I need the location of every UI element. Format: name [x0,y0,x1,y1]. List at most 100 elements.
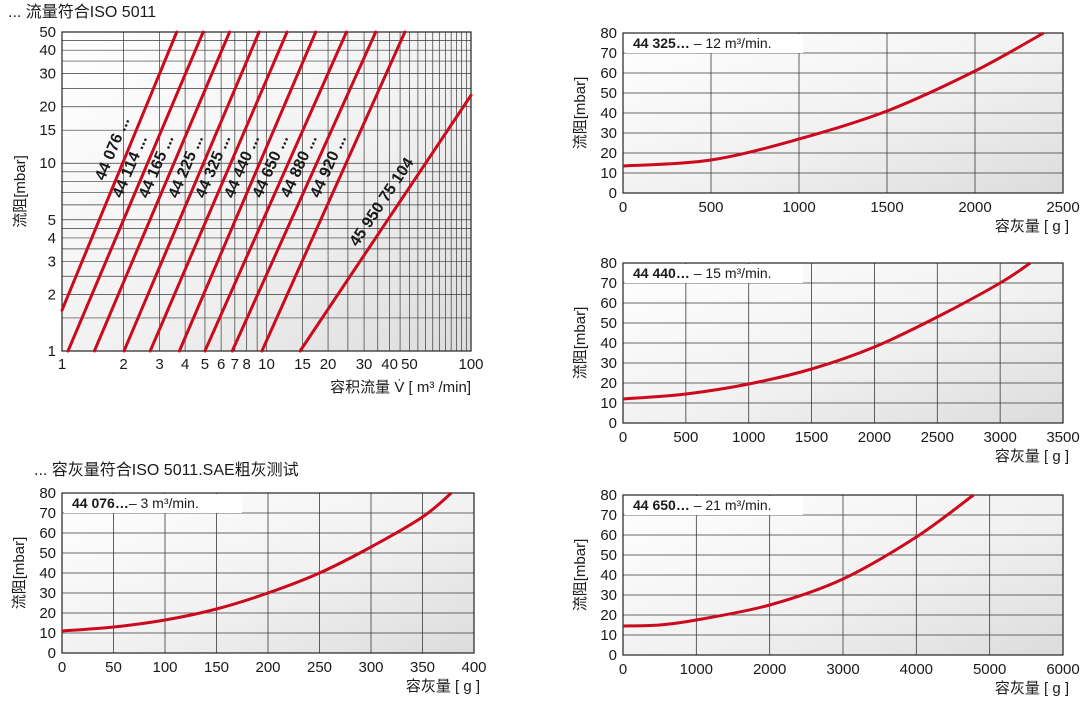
dust-44650-x-tick-label: 3000 [826,661,859,678]
dust-44440-y-tick-label: 20 [600,375,617,392]
flow-series-line [177,30,318,353]
dust-44440-y-tick-label: 70 [600,275,617,292]
flow-series-line [122,30,261,353]
flow-y-tick-label: 2 [48,286,56,303]
dust-44440-x-tick-label: 3000 [983,429,1016,446]
flow-x-tick-label: 6 [217,356,225,373]
flow-series-line [92,30,232,353]
dust-44440-x-tick-label: 2000 [858,429,891,446]
flow-x-axis-label: 容积流量 V̇ [ m³ /min] [330,379,471,396]
dust-44076-y-tick-label: 60 [39,525,56,542]
dust-44076-curve [61,491,453,633]
dust-44076-y-tick-label: 80 [39,485,56,502]
dust-44076-x-tick-label: 300 [358,659,383,676]
dust-44325-y-tick-label: 0 [609,185,617,202]
flow-series-line [66,30,205,353]
flow-x-tick-label: 7 [231,356,239,373]
dust-44440-legend: 44 440… – 15 m³/min. [633,265,772,281]
dust-44440-y-tick-label: 40 [600,335,617,352]
dust-44325-y-tick-label: 50 [600,85,617,102]
dust-44440-y-tick-label: 60 [600,295,617,312]
flow-series-line [260,30,407,353]
dust-44650-x-tick-label: 4000 [900,661,933,678]
dust-44440-y-axis-label: 流阻[mbar] [572,307,589,380]
dust-44325-y-tick-label: 30 [600,125,617,142]
dust-44440-x-axis-label: 容灰量 [ g ] [995,448,1069,465]
dust-44650-y-tick-label: 80 [600,487,617,504]
dust-44076-y-tick-label: 30 [39,585,56,602]
flow-y-tick-label: 20 [39,99,56,116]
dust-44440-x-tick-label: 1000 [732,429,765,446]
dust-44650-y-tick-label: 10 [600,627,617,644]
flow-x-tick-label: 50 [401,356,418,373]
dust-44325-legend: 44 325… – 12 m³/min. [633,35,772,51]
dust-44650-y-tick-label: 70 [600,507,617,524]
dust-44440-y-tick-label: 80 [600,255,617,272]
flow-x-tick-label: 2 [119,356,127,373]
flow-y-tick-label: 10 [39,155,56,172]
flow-y-tick-label: 5 [48,212,56,229]
flow-chart: 1 2 3 4 5 6 7 8 10 15 20 30 40 50 10012345101520304050… [12,24,484,396]
dust-44440-x-tick-label: 0 [619,429,627,446]
flow-series-line [298,93,473,353]
dust-44076-x-tick-label: 350 [410,659,435,676]
flow-x-tick-label: 40 [381,356,398,373]
dust-44076-x-tick-label: 200 [255,659,280,676]
flow-x-tick-label: 20 [320,356,337,373]
dust-44650-legend-series: 44 650… [633,497,690,513]
dust-44650-y-tick-label: 0 [609,647,617,664]
flow-y-tick-label: 4 [48,230,56,247]
dust-44076-legend-flow: – 3 m³/min. [129,495,199,511]
dust-44650-x-tick-label: 6000 [1046,661,1079,678]
flow-series-line [60,30,179,312]
dust-44440-legend-series: 44 440… [633,265,690,281]
dust-44650-legend: 44 650… – 21 m³/min. [633,497,772,513]
flow-x-tick-label: 15 [294,356,311,373]
dust-44650-y-axis-label: 流阻[mbar] [572,539,589,612]
flow-y-tick-label: 15 [39,122,56,139]
dust-44650-legend-flow: – 21 m³/min. [690,497,772,513]
flow-section-title: ... 流量符合ISO 5011 [8,3,156,21]
dust-44325-legend-series: 44 325… [633,35,690,51]
dust-44325-x-tick-label: 2500 [1046,199,1079,216]
dust-44440-plot-frame [622,262,1064,424]
dust-44076-x-tick-label: 400 [461,659,486,676]
dust-44325-y-axis-label: 流阻[mbar] [572,77,589,150]
dust-44650-x-tick-label: 5000 [973,661,1006,678]
dust-44325-y-tick-label: 60 [600,65,617,82]
dust-44076-y-tick-label: 0 [48,645,56,662]
flow-plot-frame [61,31,472,352]
flow-y-tick-label: 50 [39,24,56,41]
dust-44076-legend-box [64,494,242,513]
dust-44325-y-tick-label: 10 [600,165,617,182]
flow-series-line [230,30,378,353]
dust-44325-x-tick-label: 1000 [782,199,815,216]
flow-y-tick-label: 1 [48,343,56,360]
dust-section-title: ... 容灰量符合ISO 5011.SAE粗灰测试 [34,461,299,479]
dust-44325-plot-frame [622,32,1064,194]
dust-44325-legend-box [625,34,803,53]
dust-44650-legend-box [625,496,803,515]
dust-44650-y-tick-label: 40 [600,567,617,584]
dust-44076-legend-series: 44 076… [72,495,129,511]
flow-x-tick-label: 1 [58,356,66,373]
dust-44440-legend-flow: – 15 m³/min. [690,265,772,281]
flow-y-tick-label: 40 [39,42,56,59]
flow-y-tick-label: 30 [39,66,56,83]
dust-44076-x-tick-label: 150 [204,659,229,676]
dust-44076-chart: 0 50 100 150 200 250 300 350 4000102030405060708… [11,485,487,695]
flow-y-axis-label: 流阻[mbar] [12,155,29,228]
dust-44076-x-tick-label: 100 [152,659,177,676]
dust-44440-chart: 0 500 1000 1500 2000 2500 3000 3500010203040506… [572,255,1080,465]
dust-44325-curve [622,31,1045,168]
flow-x-tick-label: 3 [155,356,163,373]
dust-44076-x-tick-label: 50 [105,659,122,676]
flow-x-tick-label: 100 [458,356,483,373]
dust-44650-chart: 0 1000 2000 3000 4000 5000 6000010203040506070… [572,487,1080,697]
dust-44440-y-tick-label: 50 [600,315,617,332]
dust-44325-x-tick-label: 500 [698,199,723,216]
flow-y-tick-label: 3 [48,253,56,270]
dust-44076-y-tick-label: 10 [39,625,56,642]
dust-44076-y-tick-label: 40 [39,565,56,582]
